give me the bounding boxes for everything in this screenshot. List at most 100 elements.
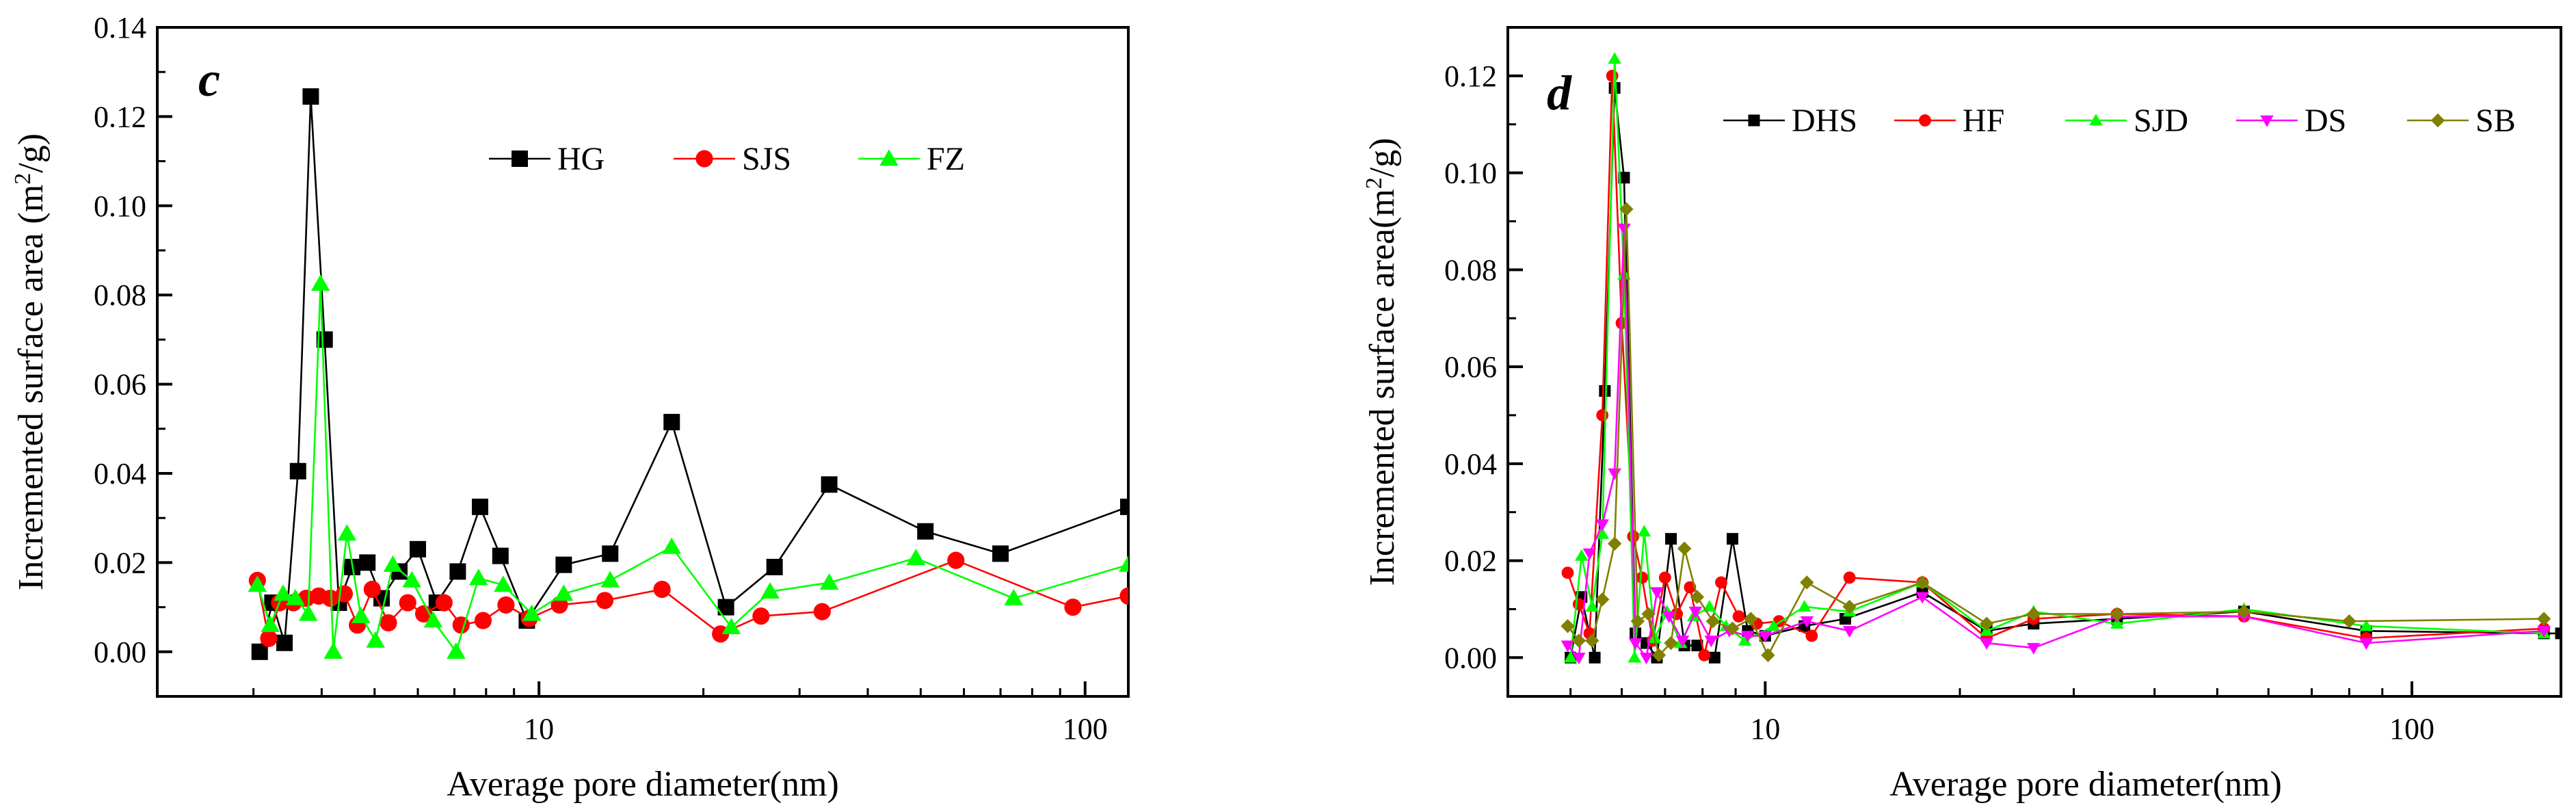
panel-c-fz-point (323, 642, 343, 659)
panel-c-sjs-point (260, 629, 278, 647)
panel-c-series-layer (248, 88, 1128, 660)
panel-d-dhs-point (1708, 651, 1721, 664)
panel-c-sjs-point (947, 551, 965, 569)
panel-c-fz-point (721, 618, 741, 635)
panel-c-legend: HG SJS FZ (489, 141, 965, 177)
panel-d-sb-point (1595, 592, 1610, 607)
panel-d-sb-point (2110, 607, 2125, 621)
panel-c-fz-point (600, 571, 620, 588)
panel-d-x-tick-label: 10 (1750, 712, 1780, 746)
panel-d-ds-point (2027, 642, 2041, 655)
panel-d-y-title-end: /g) (1363, 137, 1402, 177)
panel-c-legend-item-fz: FZ (858, 141, 965, 177)
panel-c-fz-point (468, 568, 488, 586)
panel-c-sjs-point (380, 614, 397, 632)
panel-d-ds-line (1567, 228, 2545, 660)
panel-d-legend-item-hf: HF (1894, 103, 2004, 139)
panel-d-ds-point (1617, 223, 1631, 235)
panel-d-dhs-point (1691, 640, 1703, 652)
panel-d-y-tick-label: 0.02 (1444, 545, 1497, 578)
panel-d-ds-point (1675, 636, 1690, 648)
panel-d-legend-item-sb: SB (2407, 103, 2516, 139)
panel-c-legend-marker (879, 149, 899, 166)
panel-c-fz-point (402, 571, 422, 588)
panel-c-y-title-main: Incremented surface area (m (12, 185, 51, 590)
panel-d-y-tick-label: 0.04 (1444, 447, 1497, 481)
panel-d-hf-point (1596, 409, 1609, 421)
panel-d-sb-point (1641, 607, 1656, 621)
panel-d-series-ds (1561, 223, 2551, 665)
panel-d-sb-point (2342, 614, 2356, 629)
panel-c-fz-point (274, 584, 293, 601)
panel-d-hf-point (1658, 571, 1671, 584)
panel-c-hg-point (492, 547, 509, 564)
panel-d-x-axis: 10 100 (1506, 681, 2434, 746)
panel-d-sb-point (1705, 614, 1721, 629)
panel-d-sjd-point (1637, 525, 1651, 537)
panel-d-dhs-point (1726, 533, 1738, 545)
panel-d-plot-frame (1506, 26, 2562, 698)
panel-d-sb-point (1761, 648, 1775, 662)
panel-d-legend-item-sjd: SJD (2065, 103, 2188, 139)
panel-d-ds-point (2537, 626, 2551, 638)
panel-c-sjs-point (363, 580, 381, 599)
panel-c-plot-frame (156, 26, 1130, 698)
panel-d-legend-label: DHS (1792, 103, 1857, 139)
panel-d-chart: 0.00 0.02 0.04 0.06 0.08 0.10 0.12 10 100 d DHS… (1362, 26, 2562, 804)
panel-d-sb-point (1915, 575, 1930, 590)
panel-c-legend-item-hg: HG (489, 141, 605, 177)
panel-d-sb-point (1651, 648, 1667, 662)
panel-c-fz-point (383, 555, 403, 572)
panel-d-hf-point (1732, 610, 1745, 623)
panel-c-fz-point (819, 573, 839, 590)
panel-d-y-tick-label: 0.12 (1444, 60, 1497, 93)
panel-d-sjd-point (1766, 619, 1781, 631)
panel-c-hg-point (276, 634, 293, 651)
panel-c-y-tick-label: 0.12 (94, 100, 146, 133)
panel-c-series-hg (251, 88, 1128, 660)
panel-d-ds-point (1758, 631, 1772, 643)
panel-d-sjd-point (1608, 52, 1621, 64)
panel-d-legend-item-dhs: DHS (1723, 103, 1857, 139)
panel-c-x-axis: 10 100 (156, 681, 1108, 746)
panel-d-ds-point (1582, 548, 1597, 560)
panel-c-hg-point (917, 523, 934, 540)
panel-c-legend-item-sjs: SJS (674, 141, 791, 177)
panel-d-hf-point (1671, 607, 1684, 620)
panel-d-ds-point (1741, 631, 1755, 643)
panel-c-hg-point (821, 476, 838, 493)
panel-c-fz-point (286, 588, 305, 605)
panel-c-fz-point (298, 604, 318, 621)
panel-c-fz-point (423, 611, 443, 628)
panel-d-sjd-point (1703, 600, 1716, 612)
panel-d-ds-point (1561, 640, 1575, 653)
panel-d-y-title-sup: 2 (1362, 177, 1387, 189)
panel-c-y-tick-label: 0.08 (94, 278, 146, 312)
panel-c-sjs-point (497, 596, 515, 614)
panel-c-fz-point (366, 631, 385, 648)
panel-c-y-tick-label: 0.10 (94, 189, 146, 223)
panel-d-series-sb (1561, 202, 2551, 662)
panel-d-sjd-point (1563, 651, 1578, 663)
panel-d-legend-marker (2260, 115, 2274, 127)
panel-d-ds-point (1704, 636, 1718, 648)
panel-d-sb-point (1725, 621, 1740, 636)
panel-d-sb-point (2026, 607, 2041, 621)
panel-d-x-tick-label: 100 (2389, 712, 2434, 746)
panel-d-y-axis-title: Incremented surface area(m2/g) (1362, 137, 1403, 586)
panel-c-sjs-point (813, 603, 831, 620)
panel-c-fz-point (554, 584, 574, 601)
panel-d-y-tick-label: 0.08 (1444, 253, 1497, 287)
panel-d-ds-point (1980, 638, 1993, 650)
panel-d-legend-marker (1919, 114, 1931, 127)
panel-d-sb-point (1664, 636, 1678, 651)
panel-d-ds-point (1650, 587, 1664, 599)
panel-c-hg-point (302, 88, 319, 105)
panel-d-sb-point (1800, 575, 1814, 590)
panel-d-sb-point (1677, 541, 1692, 556)
panel-d-hf-point (1843, 571, 1856, 584)
panel-d-x-axis-title: Average pore diameter(nm) (1889, 765, 2282, 804)
panel-d-dhs-point (2555, 627, 2561, 640)
panel-c-sjs-point (474, 612, 492, 629)
